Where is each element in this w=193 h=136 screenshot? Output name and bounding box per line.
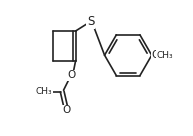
- Text: CH₃: CH₃: [36, 87, 52, 96]
- Text: CH₃: CH₃: [156, 51, 173, 60]
- Text: S: S: [87, 15, 94, 28]
- Text: O: O: [68, 70, 76, 80]
- Text: O: O: [63, 105, 71, 115]
- Text: O: O: [151, 50, 159, 60]
